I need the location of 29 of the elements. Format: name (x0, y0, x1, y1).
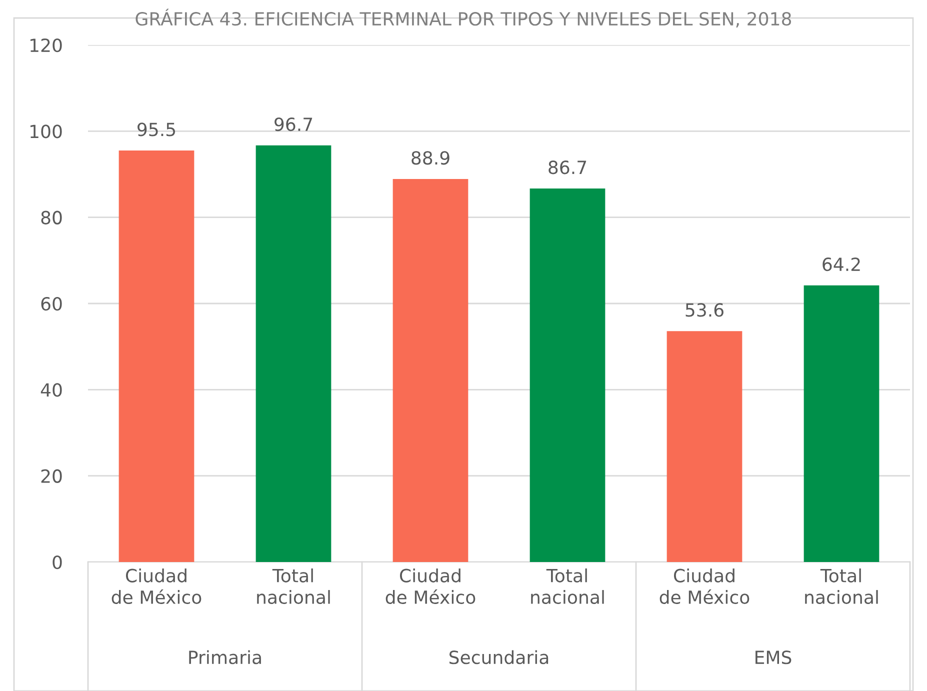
text: Total nacional (805, 568, 878, 604)
bar (666, 331, 742, 562)
y-tick-label: 0 (52, 555, 62, 570)
y-tick-label: 120 (30, 38, 62, 52)
y-tick-label: 40 (40, 383, 62, 397)
data-label: 96.7 (274, 117, 312, 132)
y-tick-label: 20 (41, 469, 62, 483)
y-tick-label: 80 (41, 210, 62, 224)
bar (392, 178, 468, 562)
data-label: 95.5 (138, 122, 176, 136)
chart-title: GRÁFICA 43. EFICIENCIA TERMINAL POR TIPOS Y NIVELES DEL SEN, 2018 (136, 8, 792, 28)
data-label: 86.7 (548, 160, 586, 174)
bar (530, 188, 606, 562)
text: Ciudad de México (112, 568, 202, 604)
bar (804, 285, 880, 562)
x-tick-label: EMS (756, 650, 792, 664)
data-label: 53.6 (686, 303, 724, 317)
bar (118, 150, 194, 562)
series-label: Ciudad de México (386, 568, 476, 604)
text: Ciudad de México (660, 568, 750, 604)
series-label: Total nacional (257, 568, 330, 604)
data-label: 64.2 (822, 257, 860, 272)
y-tick-label: 100 (30, 124, 62, 138)
text: Total nacional (531, 568, 604, 604)
x-tick-label: Primaria (189, 650, 261, 664)
y-tick-label: 60 (41, 296, 62, 311)
data-label: 88.9 (412, 151, 450, 165)
x-tick-label: Secundaria (449, 650, 548, 664)
bar (256, 145, 332, 562)
